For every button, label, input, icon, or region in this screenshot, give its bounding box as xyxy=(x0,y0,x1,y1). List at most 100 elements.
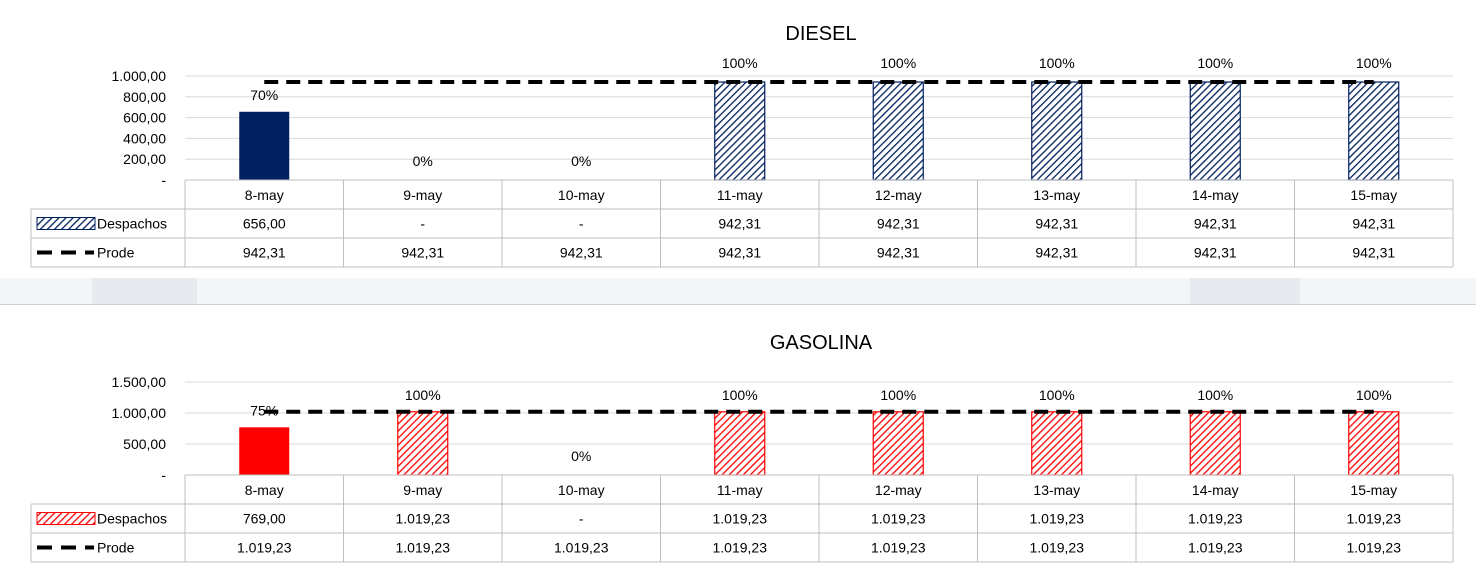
percent-label: 100% xyxy=(880,55,916,71)
percent-label: 100% xyxy=(722,55,758,71)
category-label: 8-may xyxy=(245,187,284,203)
percent-label: 100% xyxy=(405,387,441,403)
bar-12-may xyxy=(872,411,924,476)
legend-label-despachos: Despachos xyxy=(97,216,167,232)
despachos-value: - xyxy=(579,511,584,527)
y-tick-label: 1.500,00 xyxy=(112,374,167,390)
bar-12-may xyxy=(872,81,924,181)
bar-14-may xyxy=(1189,411,1241,476)
despachos-value: 942,31 xyxy=(877,216,920,232)
y-tick-label: 800,00 xyxy=(123,89,166,105)
y-tick-label: 600,00 xyxy=(123,110,166,126)
percent-label: 100% xyxy=(1356,55,1392,71)
bar-9-may xyxy=(397,411,449,476)
category-label: 9-may xyxy=(403,482,442,498)
percent-label: 0% xyxy=(571,153,591,169)
despachos-value: 1.019,23 xyxy=(713,511,768,527)
bar-13-may xyxy=(1031,411,1083,476)
percent-label: 75% xyxy=(250,402,278,418)
category-label: 12-may xyxy=(875,187,922,203)
despachos-value: 942,31 xyxy=(718,216,761,232)
despachos-value: 1.019,23 xyxy=(1030,511,1085,527)
prode-value: 1.019,23 xyxy=(713,540,768,556)
bar-11-may xyxy=(714,81,766,181)
prode-value: 1.019,23 xyxy=(554,540,609,556)
category-label: 10-may xyxy=(558,187,605,203)
category-label: 14-may xyxy=(1192,187,1239,203)
legend-label-prode: Prode xyxy=(97,540,135,556)
background-decoration xyxy=(92,278,197,304)
prode-value: 942,31 xyxy=(1194,245,1237,261)
chart-title: GASOLINA xyxy=(770,332,873,354)
prode-value: 1.019,23 xyxy=(1030,540,1085,556)
legend-label-despachos: Despachos xyxy=(97,511,167,527)
prode-value: 1.019,23 xyxy=(237,540,292,556)
bar-13-may xyxy=(1031,81,1083,181)
prode-value: 942,31 xyxy=(1035,245,1078,261)
percent-label: 100% xyxy=(1356,387,1392,403)
background-decoration xyxy=(1190,278,1300,304)
legend-swatch-despachos xyxy=(36,512,96,525)
y-tick-label: 400,00 xyxy=(123,130,166,146)
prode-value: 1.019,23 xyxy=(396,540,451,556)
percent-label: 100% xyxy=(722,387,758,403)
y-tick-label: 200,00 xyxy=(123,151,166,167)
category-label: 12-may xyxy=(875,482,922,498)
percent-label: 100% xyxy=(1039,387,1075,403)
prode-value: 942,31 xyxy=(243,245,286,261)
prode-value: 1.019,23 xyxy=(1188,540,1243,556)
y-tick-label: 1.000,00 xyxy=(112,405,167,421)
diesel-chart: DIESEL - 200,00 400,00 600,00 800,00 1.000,00 7… xyxy=(30,23,1454,268)
prode-value: 942,31 xyxy=(1352,245,1395,261)
despachos-value: 1.019,23 xyxy=(1188,511,1243,527)
bar-8-may xyxy=(239,111,290,180)
prode-value: 942,31 xyxy=(718,245,761,261)
bar-11-may xyxy=(714,411,766,476)
chart-title: DIESEL xyxy=(785,23,856,45)
gasolina-chart-panel: GASOLINA - 500,00 1.000,00 1.500,00 75% 100% 0%… xyxy=(0,304,1476,571)
y-tick-label: 1.000,00 xyxy=(112,68,167,84)
category-label: 11-may xyxy=(717,482,763,498)
diesel-chart-panel: DIESEL - 200,00 400,00 600,00 800,00 1.000,00 7… xyxy=(0,0,1476,278)
percent-label: 70% xyxy=(250,87,278,103)
despachos-value: 1.019,23 xyxy=(1347,511,1402,527)
despachos-value: 942,31 xyxy=(1194,216,1237,232)
percent-label: 0% xyxy=(571,448,591,464)
category-label: 13-may xyxy=(1033,482,1080,498)
bar-15-may xyxy=(1348,81,1400,181)
category-label: 13-may xyxy=(1033,187,1080,203)
prode-value: 942,31 xyxy=(401,245,444,261)
y-tick-label: 500,00 xyxy=(123,436,166,452)
category-label: 9-may xyxy=(403,187,442,203)
category-label: 14-may xyxy=(1192,482,1239,498)
percent-label: 100% xyxy=(1039,55,1075,71)
category-label: 10-may xyxy=(558,482,605,498)
bar-15-may xyxy=(1348,411,1400,476)
despachos-value: 769,00 xyxy=(243,511,286,527)
percent-label: 0% xyxy=(413,153,433,169)
bar-14-may xyxy=(1189,81,1241,181)
despachos-value: - xyxy=(420,216,425,232)
percent-label: 100% xyxy=(1197,387,1233,403)
category-label: 11-may xyxy=(717,187,763,203)
percent-label: 100% xyxy=(880,387,916,403)
despachos-value: 942,31 xyxy=(1035,216,1078,232)
despachos-value: 656,00 xyxy=(243,216,286,232)
y-tick-label: - xyxy=(161,172,166,188)
legend-label-prode: Prode xyxy=(97,245,135,261)
despachos-value: 1.019,23 xyxy=(871,511,926,527)
legend-swatch-despachos xyxy=(36,217,96,230)
despachos-value: - xyxy=(579,216,584,232)
category-label: 15-may xyxy=(1350,482,1397,498)
prode-value: 942,31 xyxy=(877,245,920,261)
despachos-value: 942,31 xyxy=(1352,216,1395,232)
category-label: 8-may xyxy=(245,482,284,498)
bar-8-may xyxy=(239,427,290,475)
category-label: 15-may xyxy=(1350,187,1397,203)
prode-value: 1.019,23 xyxy=(871,540,926,556)
despachos-value: 1.019,23 xyxy=(396,511,451,527)
percent-label: 100% xyxy=(1197,55,1233,71)
prode-value: 942,31 xyxy=(560,245,603,261)
y-tick-label: - xyxy=(161,467,166,483)
gasolina-chart: GASOLINA - 500,00 1.000,00 1.500,00 75% 100% 0%… xyxy=(30,332,1454,563)
